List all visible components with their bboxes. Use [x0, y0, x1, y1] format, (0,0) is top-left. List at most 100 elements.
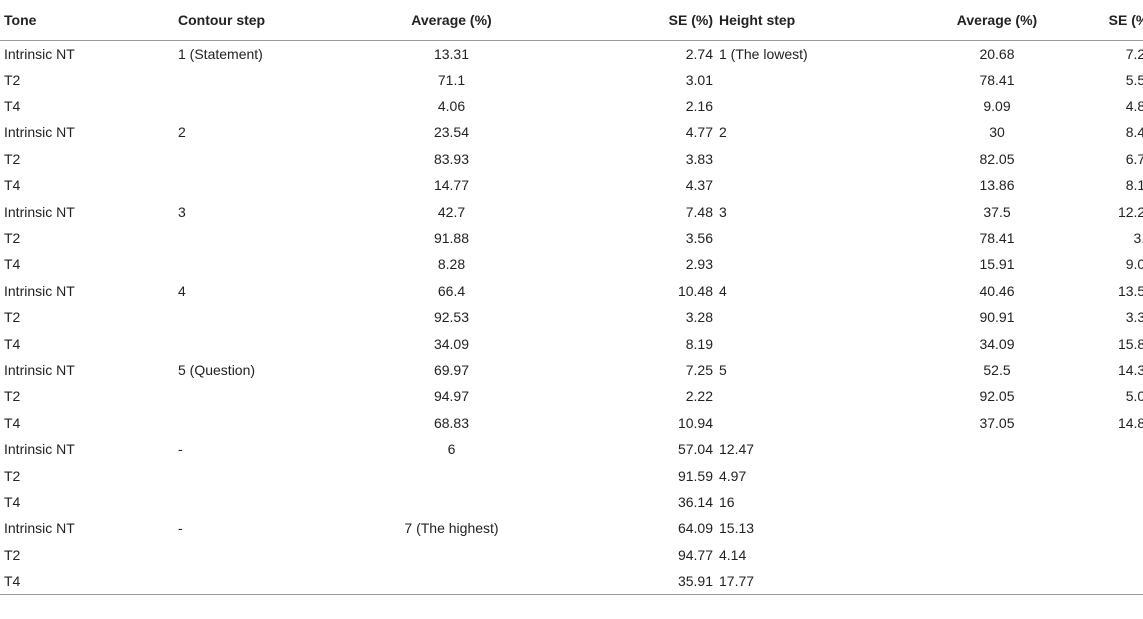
cell-contour-average: 13.31	[433, 45, 470, 62]
cell-contour-se: 4.37	[685, 177, 713, 194]
cell-height-se	[1073, 436, 1143, 462]
cell-contour-se: 7.25	[685, 361, 713, 378]
cell-height-step: 16	[719, 493, 735, 510]
cell-height-step	[719, 251, 921, 277]
cell-height-se: 12.28	[1117, 203, 1143, 220]
header-height-average: Average (%)	[921, 6, 1073, 41]
cell-contour-se: 2.22	[685, 388, 713, 405]
cell-height-se: 13.58	[1117, 282, 1143, 299]
cell-height-se	[1073, 542, 1143, 568]
cell-contour-average: 69.97	[433, 361, 470, 378]
header-contour-step: Contour step	[178, 6, 374, 41]
cell-height-step	[719, 172, 921, 198]
cell-height-average: 40.46	[979, 282, 1015, 299]
cell-contour-step: 3	[178, 203, 186, 220]
cell-tone: T4	[4, 414, 21, 431]
cell-contour-se: 36.14	[677, 493, 713, 510]
cell-height-average	[921, 567, 1073, 595]
cell-tone: T2	[4, 388, 21, 405]
cell-contour-average: 91.88	[433, 230, 470, 247]
cell-contour-step: 2	[178, 124, 186, 141]
cell-height-average	[921, 462, 1073, 488]
cell-contour-average: 8.28	[437, 256, 466, 273]
cell-height-average: 78.41	[979, 71, 1015, 88]
cell-contour-average: 34.09	[433, 335, 470, 352]
cell-height-se: 8.14	[1125, 177, 1143, 194]
cell-height-se: 14.33	[1117, 361, 1143, 378]
cell-contour-average: 23.54	[433, 124, 470, 141]
table-row: T2 91.88 3.56 78.41 3.8	[0, 225, 1143, 251]
cell-tone: Intrinsic NT	[4, 124, 75, 141]
cell-height-average: 78.41	[979, 230, 1015, 247]
table-row: T2 71.1 3.01 78.41 5.51	[0, 67, 1143, 93]
cell-height-se: 4.81	[1125, 98, 1143, 115]
cell-contour-average: 71.1	[437, 71, 466, 88]
header-tone: Tone	[0, 6, 178, 41]
cell-height-se: 14.88	[1117, 414, 1143, 431]
cell-tone: T4	[0, 567, 178, 595]
table-row: T2 94.97 2.22 92.05 5.01	[0, 383, 1143, 409]
cell-contour-se: 2.16	[685, 98, 713, 115]
cell-height-step: 1 (The lowest)	[719, 45, 808, 62]
cell-tone: T4	[4, 177, 21, 194]
cell-height-step	[719, 330, 921, 356]
cell-height-average	[921, 515, 1073, 541]
cell-contour-average: 83.93	[433, 150, 470, 167]
cell-height-se: 7.29	[1125, 45, 1143, 62]
cell-contour-se: 7.48	[685, 203, 713, 220]
table-row: T4 8.28 2.93 15.91 9.04	[0, 251, 1143, 277]
cell-height-step	[719, 67, 921, 93]
table-row: Intrinsic NT 1 (Statement) 13.31 2.74 1 …	[0, 40, 1143, 67]
cell-height-average	[921, 542, 1073, 568]
cell-contour-step	[178, 67, 374, 93]
header-contour-average: Average (%)	[374, 6, 529, 41]
results-table: Tone Contour step Average (%) SE (%) Hei…	[0, 6, 1143, 595]
cell-contour-step	[178, 225, 374, 251]
cell-contour-average	[374, 567, 529, 595]
cell-height-se: 15.88	[1117, 335, 1143, 352]
table-row: T4 34.09 8.19 34.09 15.88	[0, 330, 1143, 356]
cell-tone: Intrinsic NT	[4, 282, 75, 299]
cell-height-se: 8.48	[1125, 124, 1143, 141]
cell-contour-average	[374, 462, 529, 488]
cell-contour-step: 4	[178, 282, 186, 299]
cell-contour-step	[178, 251, 374, 277]
cell-tone: T2	[4, 546, 21, 563]
cell-height-se	[1073, 515, 1143, 541]
cell-height-step: 4.97	[719, 467, 747, 484]
cell-height-se: 5.51	[1125, 71, 1143, 88]
cell-contour-se: 3.56	[685, 230, 713, 247]
cell-contour-average: 6	[447, 441, 456, 458]
cell-contour-average	[374, 489, 529, 515]
table-row: T4 4.06 2.16 9.09 4.81	[0, 93, 1143, 119]
cell-contour-step	[178, 410, 374, 436]
cell-height-se: 3.39	[1125, 309, 1143, 326]
cell-height-step: 12.47	[719, 441, 755, 458]
cell-height-average: 15.91	[979, 256, 1015, 273]
cell-contour-step	[178, 542, 374, 568]
cell-height-average: 90.91	[979, 309, 1015, 326]
cell-tone: T2	[4, 309, 21, 326]
header-contour-se: SE (%)	[529, 6, 719, 41]
cell-height-se	[1073, 489, 1143, 515]
cell-height-se: 9.04	[1125, 256, 1143, 273]
table-row: T4 36.14 16	[0, 489, 1143, 515]
cell-contour-step	[178, 383, 374, 409]
cell-height-step: 4.14	[719, 546, 747, 563]
table-row: Intrinsic NT - 6 57.04 12.47	[0, 436, 1143, 462]
cell-tone: Intrinsic NT	[4, 203, 75, 220]
cell-tone: T2	[4, 230, 21, 247]
table-row: Intrinsic NT - 7 (The highest) 64.09 15.…	[0, 515, 1143, 541]
table-row: Intrinsic NT 3 42.7 7.48 3 37.5 12.28	[0, 198, 1143, 224]
cell-contour-step: 5 (Question)	[178, 361, 256, 378]
table-row: Intrinsic NT 2 23.54 4.77 2 30 8.48	[0, 119, 1143, 145]
cell-contour-se: 2.74	[685, 45, 713, 62]
cell-height-step: 4	[719, 282, 727, 299]
header-height-se: SE (%)	[1073, 6, 1143, 41]
cell-contour-se: 3.01	[685, 71, 713, 88]
cell-contour-step	[178, 462, 374, 488]
cell-tone: T2	[4, 150, 21, 167]
cell-height-average: 92.05	[979, 388, 1015, 405]
cell-height-average: 37.5	[983, 203, 1011, 220]
cell-contour-se: 4.77	[685, 124, 713, 141]
